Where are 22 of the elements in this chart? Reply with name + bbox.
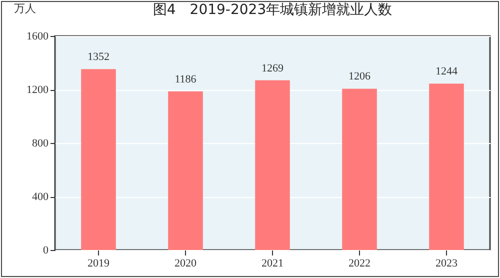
data-label: 1244 [436, 66, 458, 78]
x-tick-label: 2020 [174, 258, 197, 270]
y-axis-title: 万人 [14, 2, 36, 15]
x-tick-label: 2021 [262, 258, 284, 270]
y-tick-label: 800 [32, 138, 49, 150]
bar [255, 80, 290, 250]
x-tick-label: 2019 [88, 258, 110, 270]
data-label: 1269 [262, 62, 284, 74]
bar [429, 84, 464, 250]
data-label: 1352 [88, 51, 110, 64]
bar [81, 69, 116, 250]
data-label: 1206 [348, 70, 371, 83]
y-tick-label: 1600 [26, 30, 49, 42]
y-tick-label: 0 [43, 244, 49, 256]
x-tick-label: 2023 [436, 258, 458, 270]
bar [168, 91, 203, 250]
y-tick-label: 400 [32, 191, 49, 203]
bar [342, 88, 377, 250]
y-tick-label: 1200 [26, 84, 49, 96]
x-tick-label: 2022 [348, 258, 370, 270]
data-label: 1186 [174, 73, 197, 86]
chart-title: 图4 2019-2023年城镇新增就业人数 [152, 2, 392, 18]
